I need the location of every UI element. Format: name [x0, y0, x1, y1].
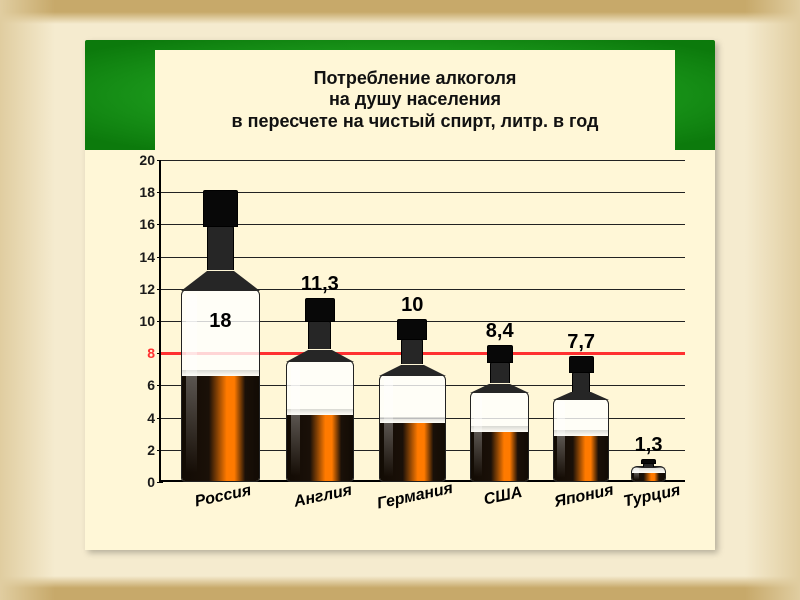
bar-США: 8,4США — [467, 160, 533, 482]
chart-title-line: на душу населения — [155, 89, 675, 111]
y-axis-tick-label: 0 — [147, 474, 155, 490]
y-axis-tick-label: 14 — [139, 249, 155, 265]
bottle-icon — [550, 358, 612, 482]
bottle-icon — [467, 347, 533, 482]
bar-Англия: 11,3Англия — [282, 160, 358, 482]
y-axis-tick-label: 12 — [139, 281, 155, 297]
bar-category-label: США — [482, 484, 524, 510]
bar-value: 7,7 — [567, 331, 595, 354]
bar-value: 18 — [209, 310, 231, 333]
bar-category-label: Турция — [622, 482, 682, 512]
chart-title-line: в пересчете на чистый спирт, литр. в год — [155, 111, 675, 133]
chart-card: Потребление алкоголя на душу населения в… — [85, 40, 715, 550]
y-axis: 02468101214161820 — [115, 160, 159, 482]
y-axis-tick-label: 8 — [147, 345, 155, 361]
bar-value: 1,3 — [635, 434, 663, 457]
bar-category-label: Германия — [376, 480, 455, 514]
chart-bars: 18Россия11,3Англия10Германия 8,4США 7,7Япо… — [159, 160, 685, 482]
chart-plot-area: 02468101214161820 18Россия11,3Англия10Ге… — [115, 160, 685, 482]
bar-Россия: 18Россия — [176, 160, 264, 482]
slide-background: Потребление алкоголя на душу населения в… — [0, 0, 800, 600]
bottle-icon — [375, 321, 449, 482]
bar-Япония: 7,7Япония — [550, 160, 612, 482]
bar-value: 10 — [401, 294, 423, 317]
bar-value: 11,3 — [301, 273, 339, 296]
y-axis-tick-label: 18 — [139, 184, 155, 200]
bar-Германия: 10Германия — [375, 160, 449, 482]
y-axis-tick-label: 20 — [139, 152, 155, 168]
bottle-icon — [630, 461, 668, 482]
y-axis-tick-label: 10 — [139, 313, 155, 329]
y-axis-tick-label: 16 — [139, 216, 155, 232]
y-axis-tick-label: 4 — [147, 410, 155, 426]
bottle-icon — [176, 192, 264, 482]
bar-Турция: 1,3Турция — [630, 160, 668, 482]
y-axis-tick-label: 2 — [147, 442, 155, 458]
y-axis-tick-label: 6 — [147, 377, 155, 393]
chart-title-line: Потребление алкоголя — [155, 68, 675, 90]
bar-category-label: Россия — [194, 482, 254, 512]
bar-category-label: Англия — [292, 482, 353, 512]
chart-title: Потребление алкоголя на душу населения в… — [155, 50, 675, 150]
bar-value: 8,4 — [486, 320, 514, 343]
bottle-icon — [282, 300, 358, 482]
bar-category-label: Япония — [553, 482, 616, 512]
